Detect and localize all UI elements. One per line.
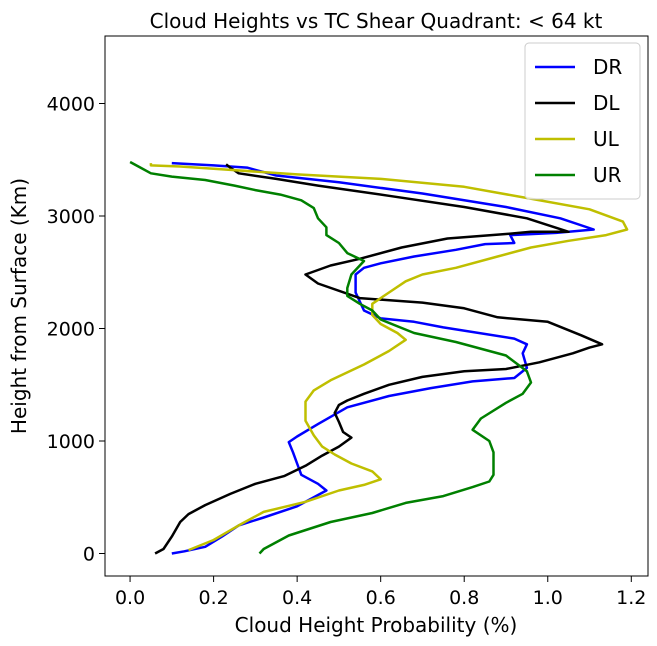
x-axis-ticks: 0.0 0.2 0.4 0.6 0.8 1.0 1.2 xyxy=(115,576,646,609)
legend-box xyxy=(524,42,641,200)
series-line-dl xyxy=(154,163,604,555)
x-tick-label: 0.2 xyxy=(198,587,228,609)
y-tick-label: 4000 xyxy=(47,94,95,116)
x-tick-label: 1.2 xyxy=(616,587,646,609)
legend-label-ul: UL xyxy=(593,127,620,151)
y-axis-label: Height from Surface (Km) xyxy=(7,178,31,434)
chart-title: Cloud Heights vs TC Shear Quadrant: < 64… xyxy=(150,9,603,33)
x-tick-label: 0.0 xyxy=(115,587,145,609)
legend-label-dr: DR xyxy=(593,55,622,79)
series-line-dr xyxy=(171,161,595,555)
x-axis-label: Cloud Height Probability (%) xyxy=(235,613,518,637)
y-tick-label: 2000 xyxy=(47,319,95,341)
y-axis-ticks: 0 1000 2000 3000 4000 xyxy=(47,94,105,566)
legend-label-dl: DL xyxy=(593,91,620,115)
y-tick-label: 1000 xyxy=(47,431,95,453)
series-line-ur xyxy=(129,160,533,555)
legend-label-ur: UR xyxy=(593,163,622,187)
x-tick-label: 0.4 xyxy=(282,587,312,609)
x-tick-label: 0.6 xyxy=(366,587,396,609)
x-tick-label: 1.0 xyxy=(533,587,563,609)
plot-frame xyxy=(104,35,649,577)
legend: DR DL UL UR xyxy=(524,42,641,200)
x-tick-label: 0.8 xyxy=(449,587,479,609)
y-tick-label: 0 xyxy=(83,544,95,566)
y-tick-label: 3000 xyxy=(47,206,95,228)
